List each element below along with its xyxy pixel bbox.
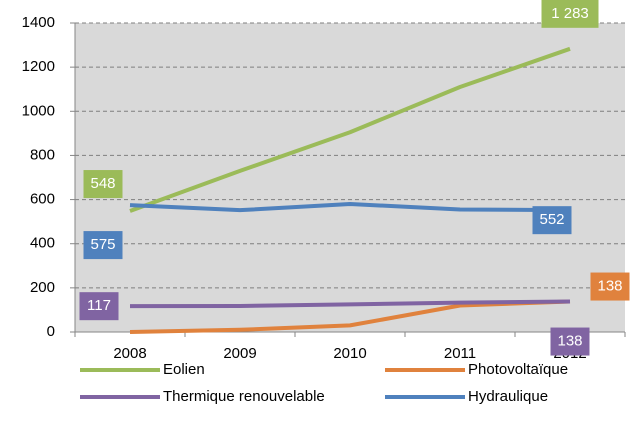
y-tick-label: 1000: [22, 102, 55, 119]
y-tick-label: 0: [47, 323, 55, 340]
y-tick-label: 200: [30, 279, 55, 296]
legend-label: Hydraulique: [468, 388, 548, 405]
value-label-box: [550, 327, 590, 356]
y-tick-label: 1400: [22, 14, 55, 31]
value-label-box: [532, 206, 572, 235]
value-label: 138: [597, 278, 622, 295]
value-label-box: [590, 272, 630, 301]
x-tick-label: 2010: [333, 345, 366, 362]
y-tick-label: 1200: [22, 58, 55, 75]
plot-area: [75, 23, 625, 332]
value-label: 575: [90, 236, 115, 253]
x-tick-label: 2008: [113, 345, 146, 362]
series-line: [129, 201, 571, 213]
y-tick-label: 800: [30, 146, 55, 163]
x-tick-label: 2009: [223, 345, 256, 362]
y-tick-label: 400: [30, 235, 55, 252]
value-label: 548: [90, 175, 115, 192]
value-label-box: [83, 231, 123, 260]
legend-label: Eolien: [163, 361, 205, 378]
value-label: 117: [87, 297, 111, 314]
value-label-box: [79, 292, 119, 321]
y-tick-label: 600: [30, 191, 55, 208]
series-line: [129, 46, 571, 213]
x-tick-label: 2011: [444, 345, 476, 362]
series-line: [129, 299, 571, 309]
legend-label: Thermique renouvelable: [163, 388, 325, 405]
value-label-box: [83, 170, 123, 199]
value-label: 138: [557, 333, 582, 350]
legend-label: Photovoltaïque: [468, 361, 568, 378]
value-label: 552: [539, 211, 564, 228]
value-label: 1 283: [551, 5, 589, 22]
value-label-box: [541, 0, 599, 28]
